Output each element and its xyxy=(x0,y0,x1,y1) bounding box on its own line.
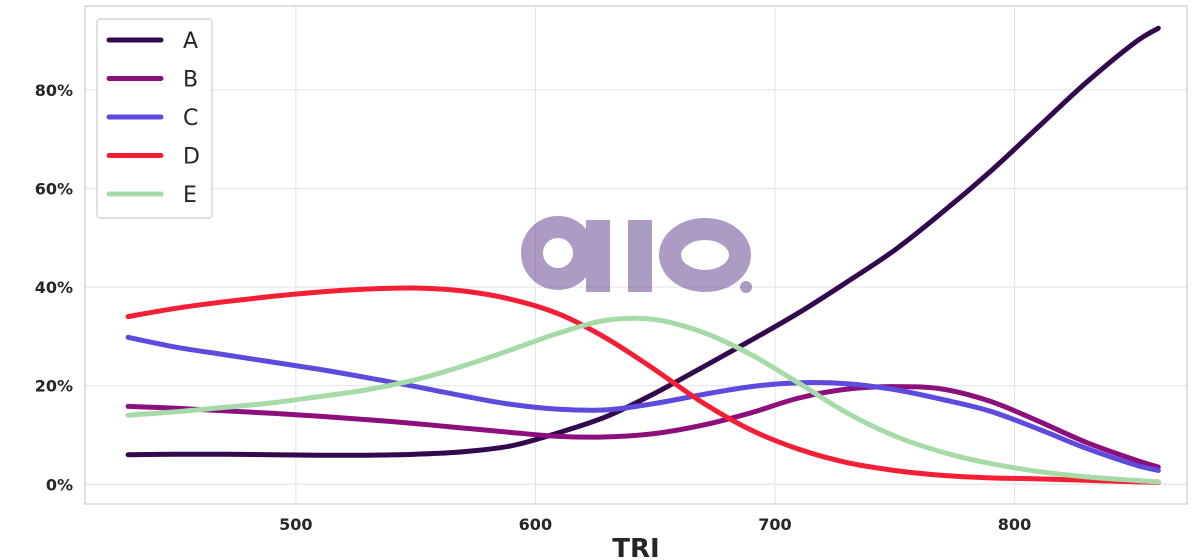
watermark-letter-a-bowl xyxy=(521,216,595,290)
legend-label-a: A xyxy=(183,29,198,54)
series-line-b xyxy=(125,384,1161,470)
watermark-letter-o xyxy=(659,218,751,292)
watermark-dot xyxy=(740,281,752,293)
legend-label-b: B xyxy=(183,68,198,93)
legend-label-d: D xyxy=(183,145,200,170)
legend-label-e: E xyxy=(183,183,197,208)
x-tick-label: 600 xyxy=(519,515,552,534)
y-tick-label: 40% xyxy=(35,278,73,297)
x-axis-title: TRI xyxy=(612,534,659,560)
series-line-d xyxy=(125,285,1161,485)
x-tick-labels: 500 600 700 800 xyxy=(279,515,1031,534)
y-tick-label: 60% xyxy=(35,179,73,198)
watermark-letter-a-stem xyxy=(586,220,610,292)
plot-frame xyxy=(84,5,1188,505)
series-line-a xyxy=(125,25,1161,458)
y-tick-labels: 0% 20% 40% 60% 80% xyxy=(35,81,73,494)
y-tick-label: 0% xyxy=(46,475,73,494)
x-tick-label: 700 xyxy=(758,515,791,534)
series-line-c xyxy=(125,334,1161,473)
y-tick-label: 80% xyxy=(35,81,73,100)
legend-label-c: C xyxy=(183,106,198,131)
x-tick-label: 500 xyxy=(279,515,312,534)
series-line-e xyxy=(125,315,1161,485)
y-tick-label: 20% xyxy=(35,377,73,396)
x-tick-label: 800 xyxy=(998,515,1031,534)
watermark-logo xyxy=(521,216,752,293)
watermark-letter-i xyxy=(628,220,652,292)
series-lines xyxy=(125,25,1161,485)
